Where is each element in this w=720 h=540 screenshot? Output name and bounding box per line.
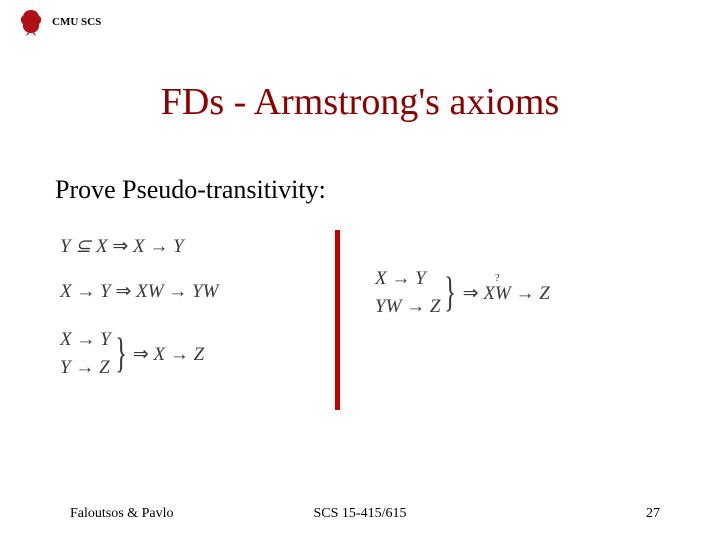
pseudo-rhs: XW → Z: [483, 283, 550, 304]
transitivity-premise-2: Y → Z: [60, 357, 111, 379]
header-org-text: CMU SCS: [52, 16, 101, 28]
slide-title: FDs - Armstrong's axioms: [0, 80, 720, 124]
pseudo-premise-2: YW → Z: [375, 296, 440, 318]
pseudo-transitivity-goal: X → Y YW → Z } ⇒ XW → Z: [375, 268, 550, 318]
tartan-logo-icon: [18, 8, 44, 36]
slide-subtitle: Prove Pseudo-transitivity:: [55, 175, 326, 205]
slide-header: CMU SCS: [18, 8, 101, 36]
right-brace-icon: }: [445, 272, 457, 314]
transitivity-axiom: X → Y Y → Z } ⇒ X → Z: [60, 329, 310, 379]
implies-icon: ⇒: [112, 236, 133, 257]
pseudo-premise-1: X → Y: [375, 268, 440, 290]
augmentation-lhs: X → Y: [60, 281, 111, 302]
footer-course: SCS 15-415/615: [314, 506, 407, 522]
footer-page-number: 27: [646, 506, 660, 522]
reflexivity-lhs: Y ⊆ X: [60, 236, 108, 257]
right-brace-icon: }: [115, 333, 127, 375]
augmentation-axiom: X → Y ⇒ XW → YW: [60, 280, 310, 303]
question-mark-annotation: ?: [495, 273, 499, 284]
slide-footer: Faloutsos & Pavlo SCS 15-415/615 27: [0, 506, 720, 522]
transitivity-premise-1: X → Y: [60, 329, 111, 351]
implies-icon: ⇒: [115, 281, 136, 302]
transitivity-conclusion: ⇒ X → Z: [133, 343, 204, 366]
reflexivity-axiom: Y ⊆ X ⇒ X → Y: [60, 235, 310, 258]
pseudo-conclusion: ⇒ XW → Z: [463, 282, 550, 305]
implies-icon: ⇒: [463, 283, 484, 304]
transitivity-rhs: X → Z: [154, 344, 205, 365]
vertical-divider: [335, 230, 340, 410]
armstrong-axioms-list: Y ⊆ X ⇒ X → Y X → Y ⇒ XW → YW X → Y Y → …: [60, 235, 310, 379]
implies-icon: ⇒: [133, 344, 154, 365]
augmentation-rhs: XW → YW: [136, 281, 218, 302]
reflexivity-rhs: X → Y: [133, 236, 184, 257]
footer-authors: Faloutsos & Pavlo: [70, 506, 173, 522]
